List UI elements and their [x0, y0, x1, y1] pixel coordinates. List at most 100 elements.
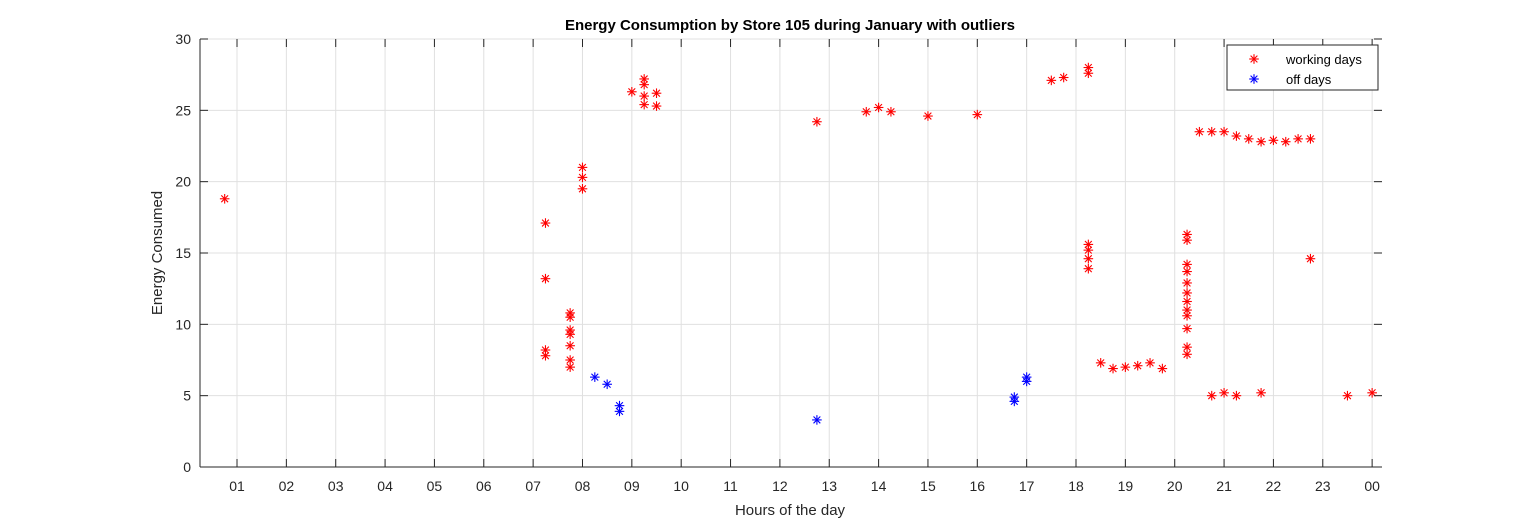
data-point — [540, 350, 551, 361]
data-point — [1058, 72, 1069, 83]
data-point — [861, 106, 872, 117]
x-tick-label: 07 — [525, 478, 541, 494]
x-tick-label: 05 — [427, 478, 443, 494]
chart-title: Energy Consumption by Store 105 during J… — [565, 17, 1015, 34]
data-point — [886, 106, 896, 117]
data-point — [1256, 388, 1266, 398]
y-tick-labels: 0 5 10 15 20 25 30 — [175, 31, 191, 475]
data-point — [639, 91, 649, 101]
y-axis-label: Energy Consumed — [149, 191, 166, 315]
data-point — [873, 102, 884, 113]
data-point — [1083, 263, 1094, 274]
y-tick-label: 25 — [175, 102, 191, 118]
data-point — [639, 99, 649, 110]
data-point — [1206, 126, 1217, 137]
legend: working days off days — [1226, 44, 1379, 91]
data-point — [614, 406, 625, 417]
x-tick-label: 03 — [328, 478, 344, 494]
x-tick-label: 04 — [377, 478, 393, 494]
data-point — [1182, 305, 1192, 315]
x-tick-label: 10 — [673, 478, 689, 494]
x-tick-label: 19 — [1118, 478, 1134, 494]
y-tick-label: 0 — [183, 459, 191, 475]
x-tick-label: 17 — [1019, 478, 1035, 494]
y-tick-label: 30 — [175, 31, 191, 47]
data-point — [1219, 388, 1229, 398]
x-tick-label: 14 — [871, 478, 887, 494]
data-point — [1342, 390, 1353, 401]
data-point — [1305, 134, 1316, 144]
x-tick-label: 22 — [1266, 478, 1282, 494]
data-point — [1182, 288, 1192, 298]
x-tick-label: 20 — [1167, 478, 1183, 494]
series-1 — [590, 372, 1032, 425]
data-points — [219, 62, 1377, 425]
x-tick-label: 09 — [624, 478, 640, 494]
data-point — [1182, 310, 1192, 321]
data-point — [1083, 68, 1094, 79]
x-tick-label: 06 — [476, 478, 492, 494]
data-point — [1206, 390, 1217, 401]
data-point — [1021, 376, 1032, 387]
data-point — [812, 116, 822, 127]
legend-marker — [1249, 74, 1259, 84]
y-tick-label: 10 — [175, 316, 191, 332]
legend-box — [1226, 44, 1379, 91]
x-tick-label: 13 — [821, 478, 837, 494]
data-point — [1182, 349, 1192, 360]
data-point — [577, 172, 588, 183]
data-point — [1083, 253, 1094, 264]
x-tick-label: 11 — [723, 478, 738, 494]
data-point — [1120, 362, 1131, 372]
data-point — [590, 372, 600, 382]
y-tick-label: 15 — [175, 245, 191, 261]
data-point — [812, 415, 822, 425]
data-point — [1182, 278, 1192, 288]
data-point — [1256, 136, 1266, 147]
data-point — [565, 362, 575, 372]
data-point — [577, 162, 588, 173]
y-tick-label: 20 — [175, 174, 191, 190]
x-axis-label: Hours of the day — [735, 502, 846, 519]
data-point — [1095, 358, 1106, 368]
data-point — [565, 312, 575, 322]
data-point — [219, 193, 230, 204]
legend-marker — [1249, 54, 1259, 64]
data-point — [1157, 363, 1168, 374]
data-point — [565, 355, 575, 365]
data-point — [602, 379, 612, 390]
data-point — [1243, 134, 1254, 144]
data-point — [1132, 360, 1143, 371]
data-point — [540, 218, 551, 228]
data-point — [923, 111, 933, 121]
x-tick-label: 18 — [1068, 478, 1084, 494]
data-point — [651, 88, 662, 99]
x-tick-label: 08 — [575, 478, 591, 494]
x-tick-labels: 01 02 03 04 05 06 07 08 09 10 11 12 13 14 15 16 17 18 19 20… — [229, 478, 1380, 494]
data-point — [1046, 75, 1057, 86]
data-point — [651, 101, 662, 111]
data-point — [1108, 363, 1118, 374]
data-point — [1268, 135, 1279, 146]
x-tick-label: 02 — [279, 478, 295, 494]
axes — [199, 38, 1382, 468]
data-point — [1182, 296, 1192, 307]
data-point — [1305, 253, 1316, 264]
x-tick-label: 00 — [1364, 478, 1380, 494]
data-point — [540, 273, 551, 284]
data-point — [565, 329, 575, 340]
data-point — [1083, 245, 1094, 255]
data-point — [577, 184, 588, 194]
data-point — [565, 340, 575, 351]
data-point — [1145, 358, 1155, 368]
data-point — [1194, 126, 1205, 137]
data-point — [1182, 235, 1192, 245]
data-point — [639, 74, 649, 84]
legend-label: working days — [1285, 52, 1362, 67]
x-tick-label: 16 — [970, 478, 986, 494]
x-tick-label: 15 — [920, 478, 936, 494]
data-point — [1219, 126, 1229, 137]
data-point — [1293, 134, 1303, 144]
data-point — [1182, 266, 1192, 277]
